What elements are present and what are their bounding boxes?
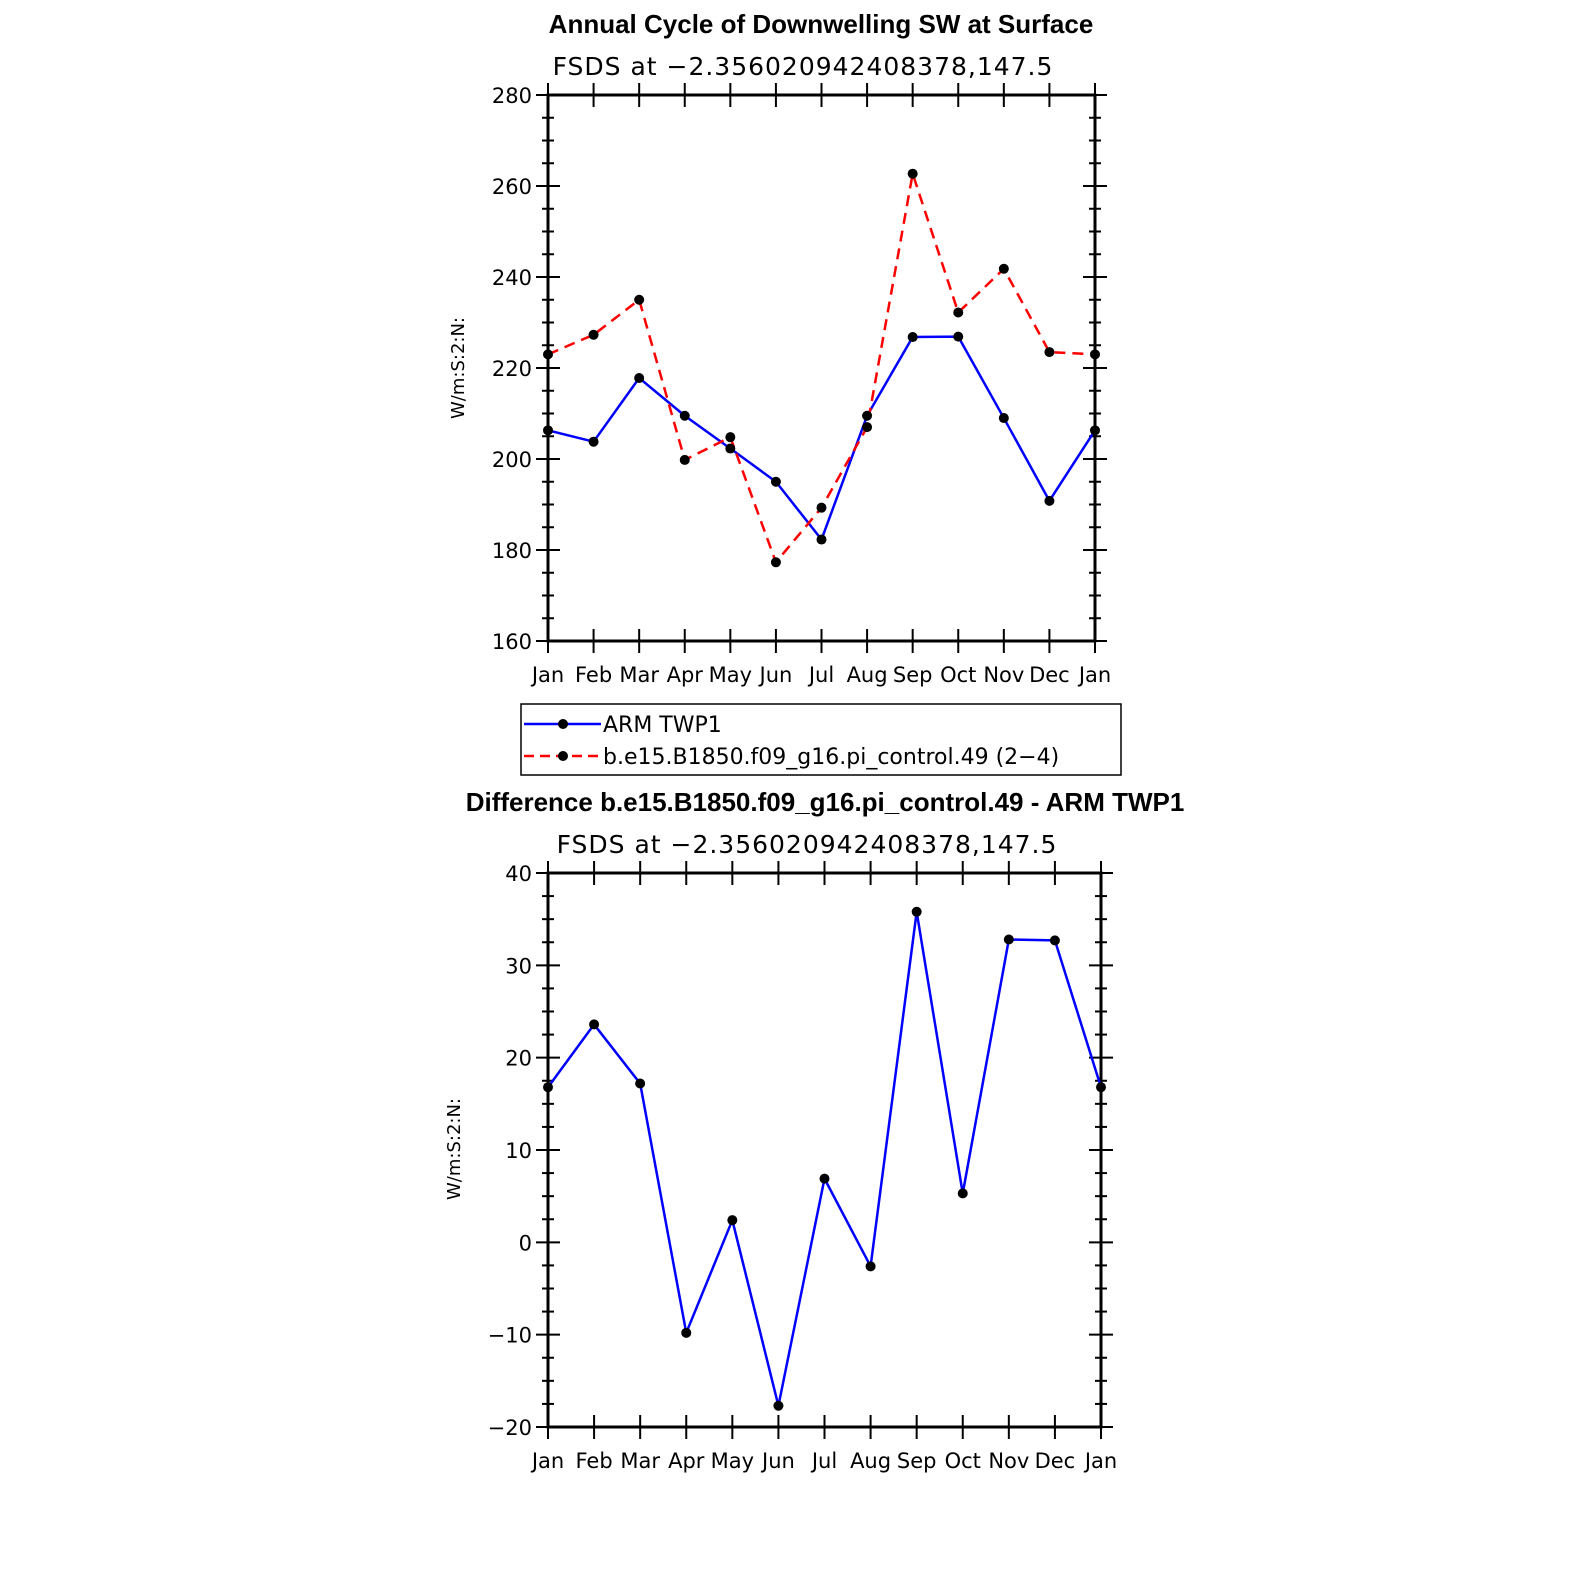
chart2-xtick-label: Apr bbox=[668, 1449, 705, 1473]
chart1-xtick-label: Aug bbox=[847, 663, 888, 687]
chart1-data-point-0 bbox=[770, 476, 781, 487]
chart1-xtick-label: Oct bbox=[940, 663, 976, 687]
chart2-xtick-label: Oct bbox=[945, 1449, 981, 1473]
chart2-data-point-0 bbox=[773, 1400, 784, 1411]
chart2-ytick-label: 40 bbox=[505, 862, 532, 886]
difference-chart: Difference b.e15.B1850.f09_g16.pi_contro… bbox=[444, 787, 1184, 1473]
chart1-xtick-label: Jan bbox=[1077, 663, 1111, 687]
chart1-data-point-1 bbox=[953, 307, 964, 318]
chart1-data-point-0 bbox=[634, 373, 645, 384]
chart2-xtick-label: Dec bbox=[1035, 1449, 1076, 1473]
chart2-data-point-0 bbox=[1096, 1082, 1106, 1093]
chart2-subtitle: FSDS at −2.356020942408378,147.5 bbox=[557, 830, 1058, 859]
chart2-data-point-0 bbox=[589, 1019, 600, 1030]
chart1-ytick-label: 240 bbox=[492, 266, 532, 290]
chart1-xtick-label: Jul bbox=[807, 663, 834, 687]
chart1-data-point-0 bbox=[816, 534, 827, 545]
chart1-data-point-0 bbox=[862, 410, 873, 421]
chart2-xtick-label: Feb bbox=[575, 1449, 612, 1473]
chart1-xtick-label: Apr bbox=[667, 663, 704, 687]
chart1-data-point-1 bbox=[634, 294, 645, 305]
chart1-data-point-0 bbox=[725, 443, 736, 454]
chart1-xtick-label: Dec bbox=[1029, 663, 1070, 687]
chart2-ytick-label: 30 bbox=[505, 954, 532, 978]
chart1-ytick-label: 200 bbox=[492, 448, 532, 472]
chart1-data-point-1 bbox=[543, 349, 553, 360]
legend-marker-model bbox=[558, 751, 568, 761]
legend-marker-arm bbox=[558, 719, 568, 729]
chart1-data-point-0 bbox=[998, 413, 1009, 424]
chart1-data-point-1 bbox=[862, 422, 873, 433]
legend-label-arm: ARM TWP1 bbox=[603, 713, 722, 738]
chart2-data-point-0 bbox=[819, 1173, 830, 1184]
chart2-ytick-label: 0 bbox=[519, 1231, 532, 1255]
chart2-plot-area: −20 −10 0 10 20 30 40 Jan Feb Mar Apr May Jun Jul Aug S… bbox=[488, 861, 1117, 1473]
chart1-ytick-label: 160 bbox=[492, 630, 532, 654]
chart2-frame bbox=[546, 871, 1103, 1429]
chart1-data-point-1 bbox=[1090, 349, 1100, 360]
chart1-xtick-label: May bbox=[709, 663, 752, 687]
chart1-data-point-1 bbox=[588, 329, 599, 340]
chart1-subtitle: FSDS at −2.356020942408378,147.5 bbox=[553, 52, 1054, 81]
chart1-legend: ARM TWP1 b.e15.B1850.f09_g16.pi_control.… bbox=[520, 703, 1122, 776]
chart2-xtick-label: Jul bbox=[810, 1449, 837, 1473]
legend-box bbox=[520, 703, 1122, 776]
chart2-data-point-0 bbox=[1003, 934, 1014, 945]
chart1-data-point-1 bbox=[998, 263, 1009, 274]
chart2-ylabel: W/m:S:2:N: bbox=[444, 1098, 465, 1200]
chart1-ylabel: W/m:S:2:N: bbox=[448, 317, 469, 419]
chart2-xtick-label: Aug bbox=[850, 1449, 891, 1473]
chart2-ytick-label: 10 bbox=[505, 1139, 532, 1163]
chart1-data-point-1 bbox=[907, 168, 918, 179]
chart2-title: Difference b.e15.B1850.f09_g16.pi_contro… bbox=[466, 787, 1185, 817]
chart1-data-point-1 bbox=[816, 502, 827, 513]
chart1-ytick-label: 220 bbox=[492, 357, 532, 381]
chart1-xtick-label: Mar bbox=[619, 663, 659, 687]
chart1-ytick-label: 280 bbox=[492, 84, 532, 108]
chart1-data-point-0 bbox=[543, 425, 553, 436]
chart1-data-point-1 bbox=[679, 454, 690, 465]
chart2-series-line-0 bbox=[546, 910, 1103, 1408]
chart1-data-point-0 bbox=[1044, 495, 1055, 506]
chart1-xtick-label: Nov bbox=[983, 663, 1024, 687]
chart1-data-point-1 bbox=[725, 432, 736, 443]
chart2-data-point-0 bbox=[727, 1215, 738, 1226]
chart1-xtick-label: Sep bbox=[893, 663, 933, 687]
chart1-ytick-label: 260 bbox=[492, 175, 532, 199]
chart1-data-point-0 bbox=[588, 436, 599, 447]
chart1-xtick-label: Jun bbox=[758, 663, 793, 687]
chart1-xtick-label: Jan bbox=[530, 663, 564, 687]
chart2-data-point-0 bbox=[635, 1078, 646, 1089]
chart2-ytick-label: −10 bbox=[488, 1324, 532, 1348]
chart2-xtick-label: Jun bbox=[760, 1449, 795, 1473]
chart2-data-point-0 bbox=[911, 906, 922, 917]
chart2-data-point-0 bbox=[865, 1261, 876, 1272]
chart1-title: Annual Cycle of Downwelling SW at Surfac… bbox=[549, 9, 1094, 39]
chart1-data-point-1 bbox=[770, 557, 781, 568]
chart1-data-point-0 bbox=[1090, 425, 1100, 436]
chart2-data-point-0 bbox=[681, 1327, 692, 1338]
chart2-xtick-label: May bbox=[711, 1449, 754, 1473]
legend-label-model: b.e15.B1850.f09_g16.pi_control.49 (2−4) bbox=[603, 745, 1059, 770]
chart1-ytick-label: 180 bbox=[492, 539, 532, 563]
chart1-data-point-0 bbox=[679, 410, 690, 421]
chart2-xtick-label: Mar bbox=[620, 1449, 660, 1473]
chart1-data-point-0 bbox=[907, 332, 918, 343]
chart2-ytick-label: −20 bbox=[488, 1416, 532, 1440]
chart1-xtick-label: Feb bbox=[575, 663, 612, 687]
chart1-plot-area: 160 180 200 220 240 260 280 Jan Feb Mar Apr May Jun J… bbox=[492, 83, 1111, 687]
chart1-frame bbox=[546, 93, 1097, 643]
chart2-xtick-label: Jan bbox=[530, 1449, 564, 1473]
chart2-data-point-0 bbox=[957, 1188, 968, 1199]
chart2-xtick-label: Sep bbox=[897, 1449, 937, 1473]
chart2-data-point-0 bbox=[543, 1082, 553, 1093]
chart1-data-point-0 bbox=[953, 331, 964, 342]
chart2-xtick-label: Nov bbox=[988, 1449, 1029, 1473]
chart2-xtick-label: Jan bbox=[1083, 1449, 1117, 1473]
chart2-ytick-label: 20 bbox=[505, 1047, 532, 1071]
annual-cycle-chart: Annual Cycle of Downwelling SW at Surfac… bbox=[448, 9, 1111, 687]
chart1-data-point-1 bbox=[1044, 347, 1055, 358]
chart2-data-point-0 bbox=[1049, 935, 1060, 946]
